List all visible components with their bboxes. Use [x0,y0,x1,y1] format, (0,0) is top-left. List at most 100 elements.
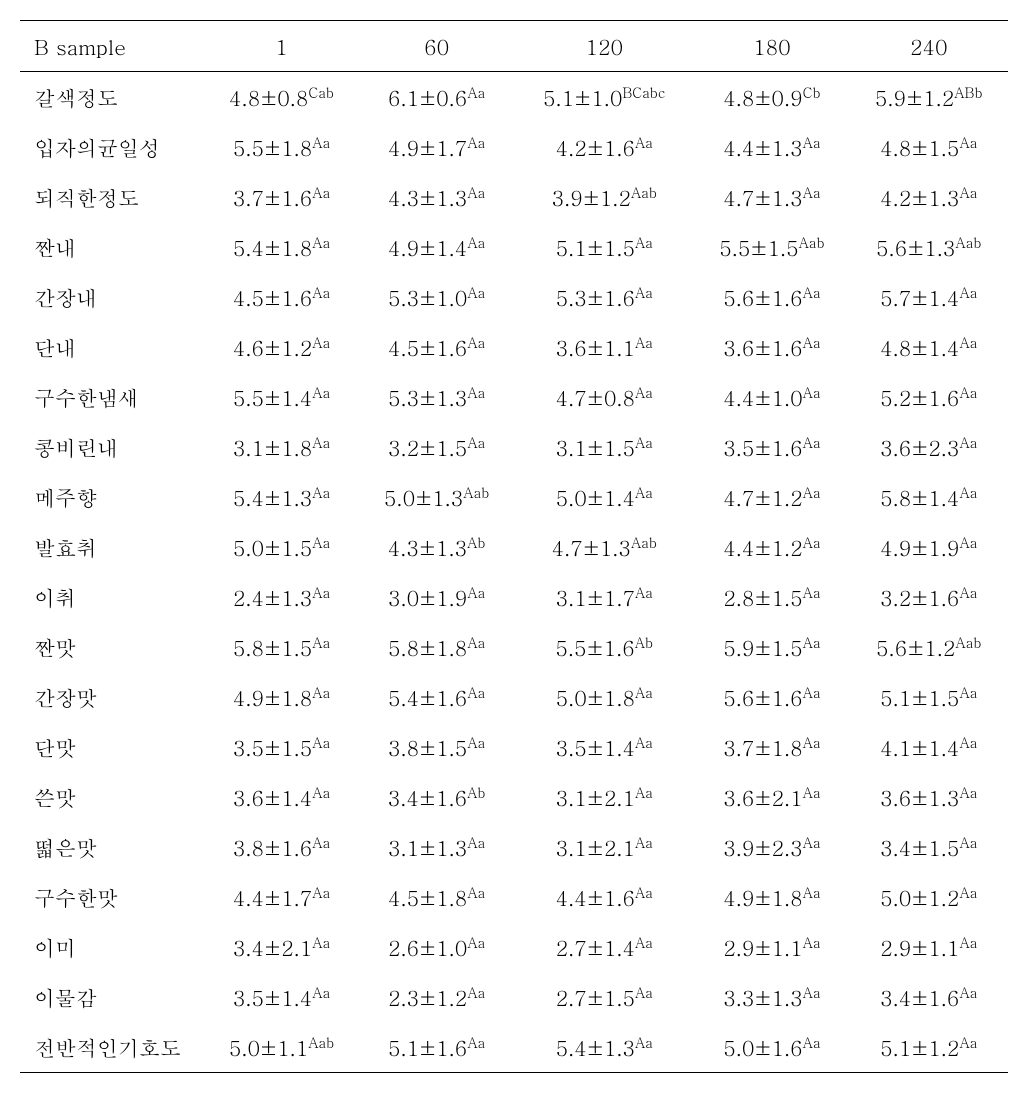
superscript-annotation: Aa [959,482,977,502]
table-row: 구수한냄새5.5±1.4Aa5.3±1.3Aa4.7±0.8Aa4.4±1.0A… [20,372,1008,422]
row-label: 떫은맛 [20,822,204,872]
data-cell: 3.6±1.1Aa [514,322,694,372]
value-text: 5.6±1.3 [876,232,955,262]
value-text: 3.6±1.3 [880,782,959,812]
data-cell: 5.0±1.2Aa [849,872,1008,922]
data-cell: 5.0±1.4Aa [514,472,694,522]
superscript-annotation: Aa [312,182,330,202]
column-header: 120 [514,21,694,72]
table-row: 입자의균일성5.5±1.8Aa4.9±1.7Aa4.2±1.6Aa4.4±1.3… [20,122,1008,172]
row-label: 갈색정도 [20,72,204,123]
superscript-annotation: Aa [635,782,653,802]
row-label: 짠맛 [20,622,204,672]
table-row: 간장내4.5±1.6Aa5.3±1.0Aa5.3±1.6Aa5.6±1.6Aa5… [20,272,1008,322]
value-text: 3.7±1.8 [723,732,802,762]
data-cell: 4.9±1.7Aa [359,122,514,172]
superscript-annotation: Aa [803,932,821,952]
value-text: 2.4±1.3 [233,582,312,612]
value-text: 5.4±1.6 [388,682,467,712]
data-cell: 5.3±1.6Aa [514,272,694,322]
value-text: 3.7±1.6 [233,182,312,212]
superscript-annotation: Aa [959,582,977,602]
superscript-annotation: Aa [312,932,330,952]
data-cell: 5.8±1.8Aa [359,622,514,672]
superscript-annotation: Aab [955,232,981,252]
value-text: 5.3±1.0 [388,282,467,312]
data-cell: 5.9±1.5Aa [694,622,849,672]
data-cell: 3.6±1.6Aa [694,322,849,372]
data-cell: 4.9±1.4Aa [359,222,514,272]
row-label: 간장맛 [20,672,204,722]
data-cell: 3.6±1.3Aa [849,772,1008,822]
data-cell: 4.9±1.8Aa [204,672,359,722]
value-text: 4.2±1.6 [556,132,635,162]
table-row: 콩비린내3.1±1.8Aa3.2±1.5Aa3.1±1.5Aa3.5±1.6Aa… [20,422,1008,472]
superscript-annotation: Aa [467,682,485,702]
data-cell: 3.6±1.4Aa [204,772,359,822]
superscript-annotation: Aa [635,732,653,752]
value-text: 5.8±1.5 [233,632,312,662]
data-cell: 3.6±2.3Aa [849,422,1008,472]
data-cell: 4.7±1.3Aa [694,172,849,222]
data-cell: 4.2±1.3Aa [849,172,1008,222]
row-label: 간장내 [20,272,204,322]
data-cell: 4.7±1.2Aa [694,472,849,522]
data-cell: 4.9±1.8Aa [694,872,849,922]
superscript-annotation: Aa [312,782,330,802]
table-row: 단맛3.5±1.5Aa3.8±1.5Aa3.5±1.4Aa3.7±1.8Aa4.… [20,722,1008,772]
value-text: 5.9±1.5 [723,632,802,662]
superscript-annotation: Aa [803,582,821,602]
data-cell: 5.4±1.8Aa [204,222,359,272]
column-header: 1 [204,21,359,72]
value-text: 4.3±1.3 [388,532,467,562]
value-text: 3.4±1.5 [880,832,959,862]
value-text: 4.9±1.8 [233,682,312,712]
data-cell: 5.5±1.6Ab [514,622,694,672]
superscript-annotation: Aa [959,932,977,952]
value-text: 5.5±1.8 [233,132,312,162]
value-text: 2.3±1.2 [388,982,467,1012]
data-cell: 3.2±1.5Aa [359,422,514,472]
superscript-annotation: Aa [467,82,485,102]
data-cell: 5.0±1.3Aab [359,472,514,522]
value-text: 3.1±1.8 [233,432,312,462]
superscript-annotation: Aa [312,282,330,302]
table-row: 쓴맛3.6±1.4Aa3.4±1.6Ab3.1±2.1Aa3.6±2.1Aa3.… [20,772,1008,822]
value-text: 3.2±1.6 [880,582,959,612]
data-cell: 5.5±1.8Aa [204,122,359,172]
superscript-annotation: Aa [959,1032,977,1052]
value-text: 4.7±1.3 [723,182,802,212]
table-row: 되직한정도3.7±1.6Aa4.3±1.3Aa3.9±1.2Aab4.7±1.3… [20,172,1008,222]
superscript-annotation: Aa [803,882,821,902]
row-label: 구수한냄새 [20,372,204,422]
superscript-annotation: Aa [312,532,330,552]
value-text: 4.9±1.4 [388,232,467,262]
value-text: 5.0±1.6 [723,1032,802,1062]
table-row: 짠맛5.8±1.5Aa5.8±1.8Aa5.5±1.6Ab5.9±1.5Aa5.… [20,622,1008,672]
value-text: 4.8±1.5 [880,132,959,162]
value-text: 5.3±1.3 [388,382,467,412]
data-cell: 2.9±1.1Aa [849,922,1008,972]
superscript-annotation: Aa [959,282,977,302]
data-cell: 4.5±1.6Aa [204,272,359,322]
data-cell: 2.6±1.0Aa [359,922,514,972]
table-row: 이미3.4±2.1Aa2.6±1.0Aa2.7±1.4Aa2.9±1.1Aa2.… [20,922,1008,972]
superscript-annotation: Ab [467,532,485,552]
table-header: B sample 160120180240 [20,21,1008,72]
superscript-annotation: Aab [308,1032,334,1052]
data-cell: 2.7±1.5Aa [514,972,694,1022]
superscript-annotation: Aa [635,232,653,252]
sensory-data-table: B sample 160120180240 갈색정도4.8±0.8Cab6.1±… [20,20,1008,1073]
value-text: 3.1±2.1 [556,782,635,812]
superscript-annotation: Aa [803,182,821,202]
value-text: 4.4±1.7 [233,882,312,912]
data-cell: 3.4±2.1Aa [204,922,359,972]
value-text: 3.1±1.7 [556,582,635,612]
value-text: 3.0±1.9 [388,582,467,612]
value-text: 3.1±1.3 [388,832,467,862]
superscript-annotation: Aa [635,132,653,152]
value-text: 2.7±1.4 [556,932,635,962]
value-text: 3.3±1.3 [723,982,802,1012]
value-text: 3.2±1.5 [388,432,467,462]
value-text: 5.0±1.2 [880,882,959,912]
